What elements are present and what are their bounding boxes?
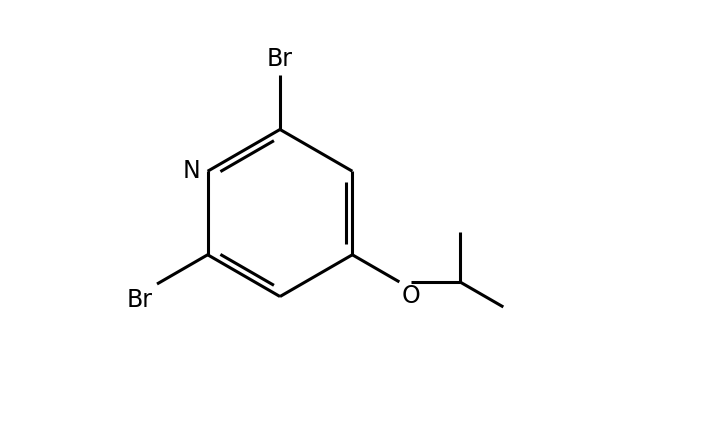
Text: O: O — [402, 284, 420, 308]
Text: Br: Br — [267, 47, 293, 71]
Text: N: N — [183, 159, 200, 183]
Text: Br: Br — [127, 288, 153, 312]
